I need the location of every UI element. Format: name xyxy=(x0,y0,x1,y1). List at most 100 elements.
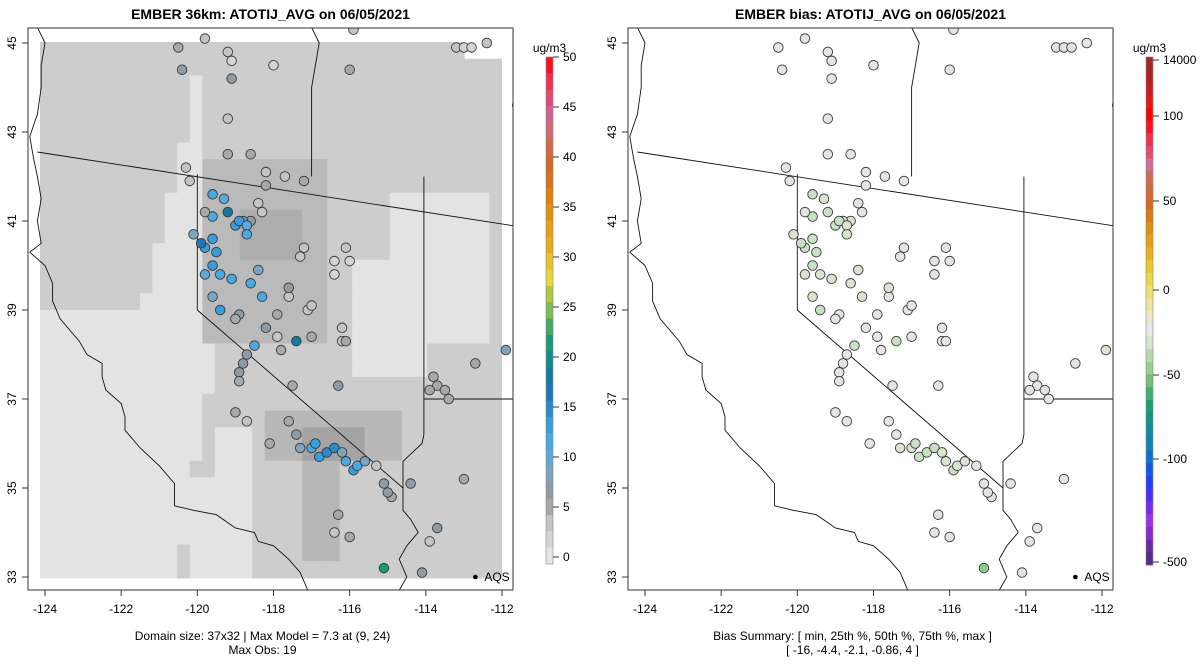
station-point xyxy=(218,193,230,204)
colorbar-swatch xyxy=(1146,57,1153,71)
grid-cell xyxy=(102,360,116,378)
grid-cell xyxy=(189,377,203,395)
grid-cell xyxy=(364,494,378,512)
grid-cell xyxy=(139,226,153,244)
grid-cell xyxy=(102,310,116,328)
grid-cell xyxy=(89,42,103,60)
grid-cell xyxy=(64,176,78,194)
grid-cell xyxy=(264,109,278,127)
colorbar-swatch xyxy=(546,547,553,565)
grid-cell xyxy=(402,326,416,344)
station-point xyxy=(971,460,982,472)
grid-cell xyxy=(414,276,428,294)
y-tick-label: 45 xyxy=(5,36,19,50)
grid-cell xyxy=(277,427,291,445)
grid-cell xyxy=(302,58,316,76)
grid-cell xyxy=(339,377,353,395)
aqs-legend-label: AQS xyxy=(484,570,509,584)
grid-cell xyxy=(164,511,178,529)
grid-cell xyxy=(352,427,366,445)
grid-cell xyxy=(464,75,478,93)
grid-cell xyxy=(364,410,378,428)
grid-cell xyxy=(239,326,253,344)
grid-cell xyxy=(264,527,278,545)
grid-cell xyxy=(364,561,378,579)
grid-cell xyxy=(289,159,303,177)
grid-cell xyxy=(352,58,366,76)
grid-cell xyxy=(439,444,453,462)
grid-cell xyxy=(152,159,166,177)
station-point xyxy=(237,358,249,369)
grid-cell xyxy=(377,42,391,60)
grid-cell xyxy=(364,276,378,294)
grid-cell xyxy=(389,511,403,529)
station-point xyxy=(1111,102,1113,109)
grid-cell xyxy=(152,58,166,76)
colorbar-swatch xyxy=(546,367,553,385)
grid-cell xyxy=(477,125,491,143)
grid-cell xyxy=(489,58,503,76)
map-area xyxy=(29,28,513,590)
grid-cell xyxy=(127,209,141,227)
colorbar-swatch xyxy=(546,302,553,320)
grid-cell xyxy=(327,109,341,127)
colorbar-label: 50 xyxy=(563,50,577,64)
grid-cell xyxy=(177,427,191,445)
station-point xyxy=(352,460,363,472)
y-tick-label: 33 xyxy=(5,570,19,584)
grid-cell xyxy=(64,427,78,445)
aqs-legend-marker xyxy=(1073,574,1078,580)
grid-cell xyxy=(264,477,278,495)
grid-cell xyxy=(264,293,278,311)
grid-cell xyxy=(427,276,441,294)
grid-cell xyxy=(402,527,416,545)
station-point xyxy=(845,278,856,289)
grid-cell xyxy=(114,427,128,445)
grid-cell xyxy=(177,527,191,545)
grid-cell xyxy=(152,343,166,361)
station-point xyxy=(841,229,853,240)
station-point xyxy=(1070,358,1081,369)
grid-cell xyxy=(89,544,103,562)
grid-cell xyxy=(364,142,378,160)
grid-cell xyxy=(64,259,78,277)
grid-cell xyxy=(239,259,253,277)
grid-cell xyxy=(439,326,453,344)
colorbar-swatch xyxy=(1146,501,1153,515)
grid-cell xyxy=(377,159,391,177)
grid-cell xyxy=(114,259,128,277)
grid-cell xyxy=(152,377,166,395)
grid-cell xyxy=(152,259,166,277)
station-point xyxy=(260,180,272,191)
grid-cell xyxy=(302,460,316,478)
grid-cell xyxy=(427,92,441,110)
grid-cell xyxy=(289,142,303,160)
grid-cell xyxy=(77,92,91,110)
grid-cell xyxy=(227,544,241,562)
grid-cell xyxy=(164,192,178,210)
grid-cell xyxy=(164,293,178,311)
footer-line: Bias Summary: [ min, 25th %, 50th %, 75t… xyxy=(713,629,992,643)
station-point xyxy=(833,215,845,227)
grid-cell xyxy=(414,360,428,378)
plot-frame xyxy=(627,27,1114,591)
station-point xyxy=(371,460,382,472)
grid-cell xyxy=(302,360,316,378)
grid-cell xyxy=(127,276,141,294)
grid-cell xyxy=(402,393,416,411)
grid-cell xyxy=(339,343,353,361)
grid-cell xyxy=(264,377,278,395)
grid-cell xyxy=(477,410,491,428)
grid-cell xyxy=(339,92,353,110)
station-point xyxy=(329,269,340,280)
grid-cell xyxy=(489,393,503,411)
grid-cell xyxy=(127,142,141,160)
grid-cell xyxy=(52,326,66,344)
grid-cell xyxy=(277,125,291,143)
x-tick-label: -122 xyxy=(709,602,733,616)
grid-cell xyxy=(489,544,503,562)
grid-cell xyxy=(64,477,78,495)
colorbar-swatch xyxy=(546,122,553,140)
grid-cell xyxy=(164,410,178,428)
grid-cell xyxy=(364,92,378,110)
